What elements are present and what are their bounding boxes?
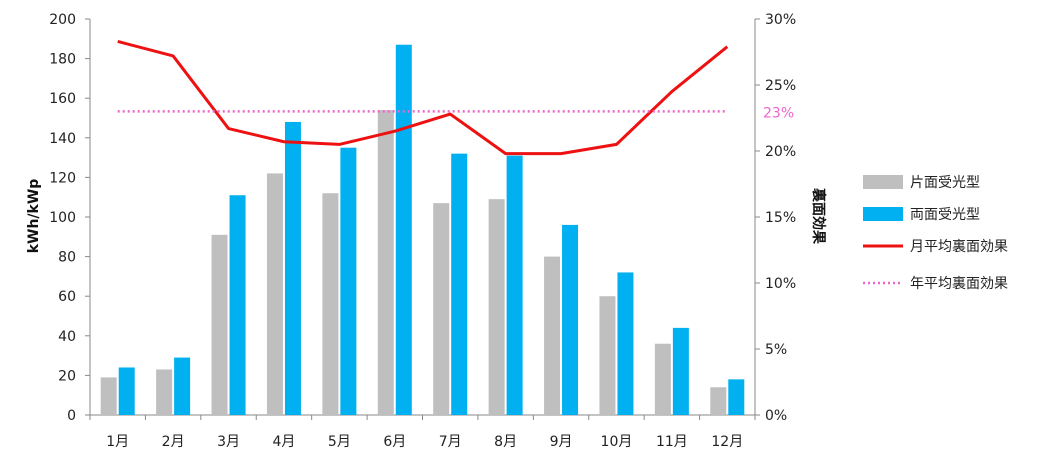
x-tick-label: 2月	[162, 434, 185, 450]
y-left-tick-label: 80	[58, 250, 76, 266]
bar-single-sided	[156, 369, 173, 415]
x-tick-label: 1月	[106, 434, 129, 450]
y-left-tick-label: 100	[49, 210, 76, 226]
legend-label-monthly-effect: 月平均裏面効果	[910, 238, 1008, 255]
x-tick-label: 7月	[439, 434, 462, 450]
y-left-tick-label: 160	[49, 91, 76, 107]
bar-bifacial	[672, 327, 689, 415]
y-axis-left-label: kWh/kWp	[26, 179, 42, 254]
x-tick-label: 3月	[217, 434, 240, 450]
lines	[117, 39, 729, 156]
y-right-tick-label: 15%	[765, 210, 796, 226]
y-right-tick-label: 20%	[765, 144, 796, 160]
annual-average-annotation: 23%	[763, 105, 794, 121]
x-tick-label: 12月	[711, 434, 743, 450]
y-right-tick-label: 10%	[765, 276, 796, 292]
bar-bifacial	[284, 121, 301, 416]
y-left-tick-label: 200	[49, 12, 76, 28]
y-left-tick-label: 180	[49, 52, 76, 68]
y-left-tick-label: 140	[49, 131, 76, 147]
bar-bifacial	[451, 153, 468, 415]
x-tick-label: 5月	[328, 434, 351, 450]
y-left-tick-label: 0	[67, 408, 76, 424]
y-left-tick-label: 20	[58, 368, 76, 384]
x-tick-label: 9月	[550, 434, 573, 450]
bar-single-sided	[544, 256, 561, 415]
bar-single-sided	[654, 343, 671, 415]
x-tick-label: 6月	[383, 434, 406, 450]
x-tick-label: 4月	[272, 434, 295, 450]
bar-single-sided	[599, 296, 616, 415]
y-axis-right-label: 裏面効果	[810, 187, 827, 245]
legend: 片面受光型 両面受光型 月平均裏面効果 年平均裏面効果	[863, 175, 1008, 292]
bar-single-sided	[433, 203, 450, 415]
axes	[85, 18, 760, 420]
y-left-tick-label: 120	[49, 170, 76, 186]
legend-swatch-bifacial	[863, 207, 903, 221]
legend-swatch-single-sided	[863, 175, 903, 189]
x-tick-label: 10月	[601, 434, 633, 450]
bar-bifacial	[506, 155, 523, 415]
x-tick-label: 8月	[494, 434, 517, 450]
bar-bifacial	[617, 272, 634, 415]
bar-single-sided	[322, 193, 339, 415]
legend-label-bifacial: 両面受光型	[910, 207, 980, 223]
bar-bifacial	[728, 379, 745, 415]
legend-label-single-sided: 片面受光型	[910, 175, 980, 191]
bar-bifacial	[395, 44, 412, 416]
y-right-tick-label: 25%	[765, 78, 796, 94]
y-left-tick-label: 40	[58, 329, 76, 345]
bar-single-sided	[266, 173, 283, 415]
bar-bifacial	[174, 357, 191, 415]
y-left-tick-label: 60	[58, 289, 76, 305]
x-tick-label: 11月	[656, 434, 688, 450]
bar-bifacial	[562, 224, 579, 415]
legend-label-annual-effect: 年平均裏面効果	[910, 275, 1008, 292]
bar-single-sided	[100, 377, 117, 415]
y-right-tick-label: 30%	[765, 12, 796, 28]
monthly-average-effect-line	[117, 39, 729, 156]
tick-labels: 0 20 40 60 80 100 120 140 160 180 200 0% 5% 10% 15% 20%…	[49, 12, 796, 450]
bar-bifacial	[340, 147, 357, 415]
bar-single-sided	[488, 199, 505, 415]
bar-bifacial	[229, 195, 246, 415]
bar-single-sided	[710, 387, 727, 415]
bars	[100, 44, 745, 416]
bar-bifacial	[118, 367, 135, 415]
y-right-tick-label: 5%	[765, 342, 787, 358]
y-right-tick-label: 0%	[765, 408, 787, 424]
bar-single-sided	[377, 110, 394, 415]
bar-single-sided	[211, 234, 228, 415]
